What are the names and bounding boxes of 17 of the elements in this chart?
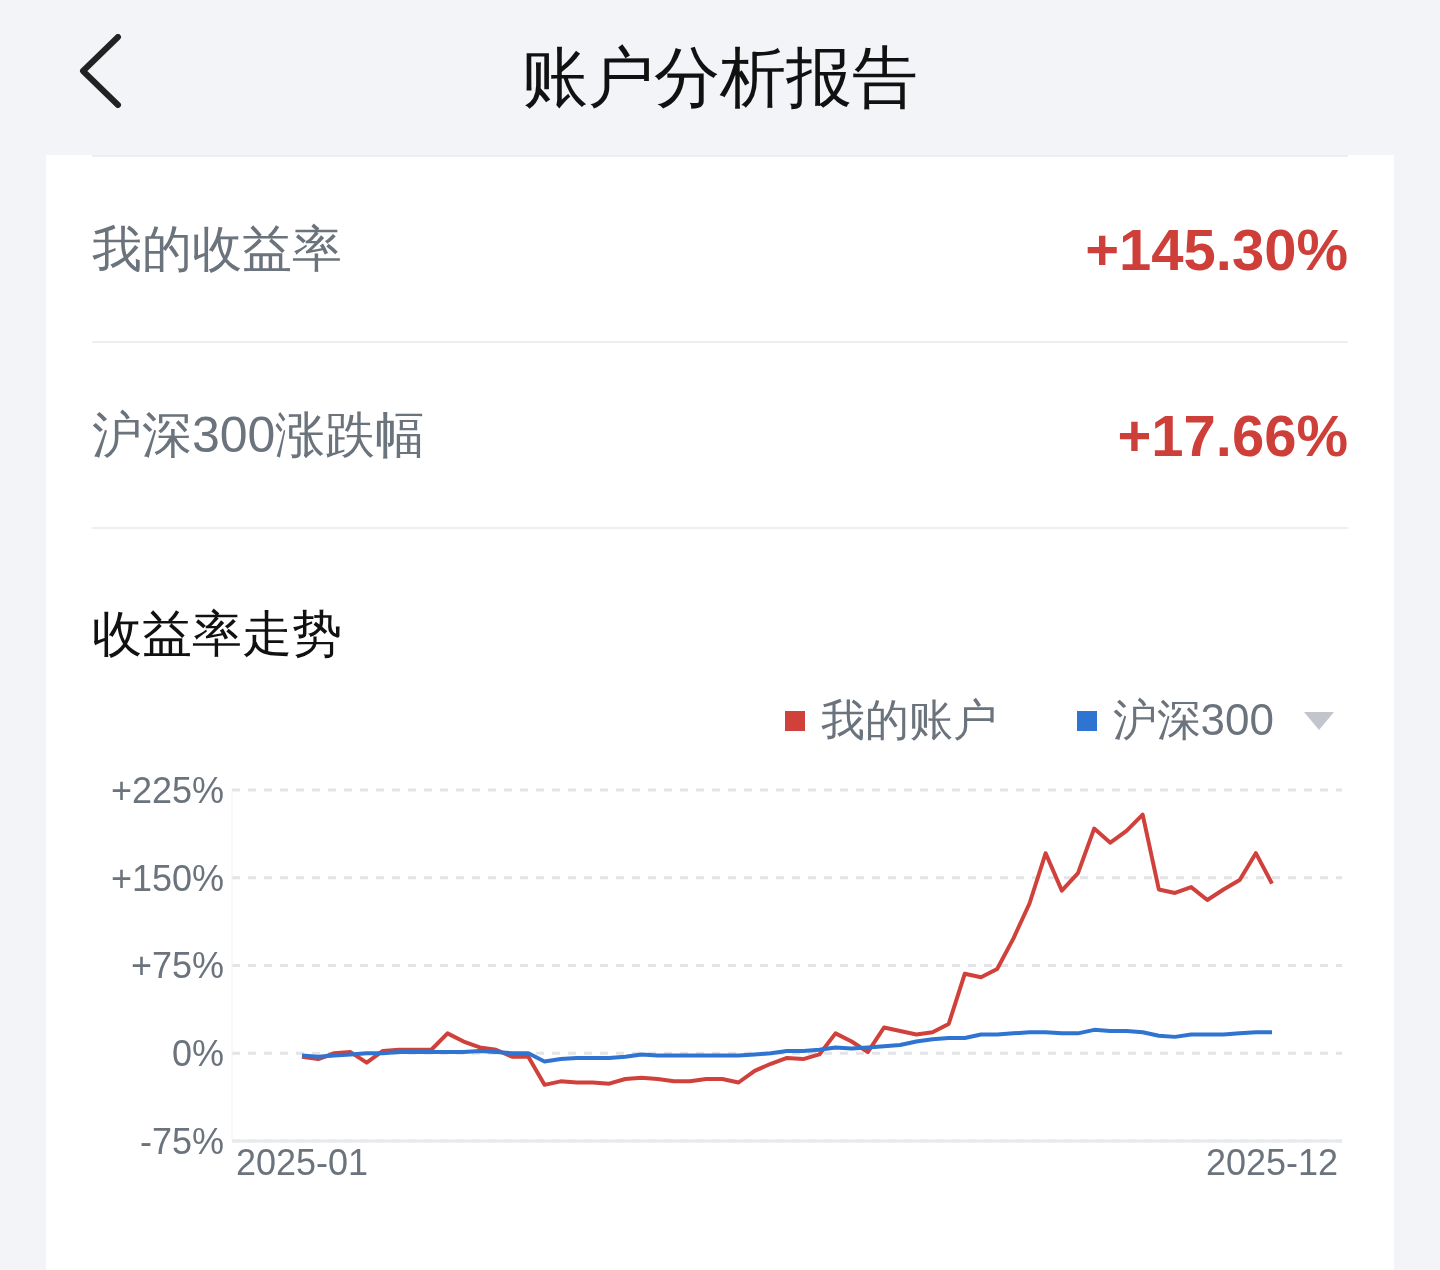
y-tick-label: 0%: [171, 1033, 224, 1075]
text: +17.66%: [1117, 401, 1348, 469]
y-tick-label: +150%: [110, 857, 224, 899]
text: +145.30%: [1085, 215, 1348, 283]
chart-subtitle: 收益率走势: [92, 605, 343, 664]
x-tick-label: 2025-12: [1205, 1141, 1339, 1183]
line-series: [300, 1027, 1274, 1064]
legend-label: 我的账户: [819, 694, 997, 746]
x-tick-label: 2025-01: [235, 1141, 369, 1183]
y-tick-label: +225%: [110, 769, 224, 811]
chart-title: 账户分析报告: [522, 38, 918, 116]
text: 沪深300涨跌幅: [92, 405, 426, 465]
legend-label: 沪深300: [1111, 694, 1274, 746]
text: 我的收益率: [92, 219, 342, 279]
y-tick-label: -75%: [139, 1120, 224, 1162]
y-tick-label: +75%: [130, 945, 224, 987]
line-series: [300, 812, 1274, 1087]
